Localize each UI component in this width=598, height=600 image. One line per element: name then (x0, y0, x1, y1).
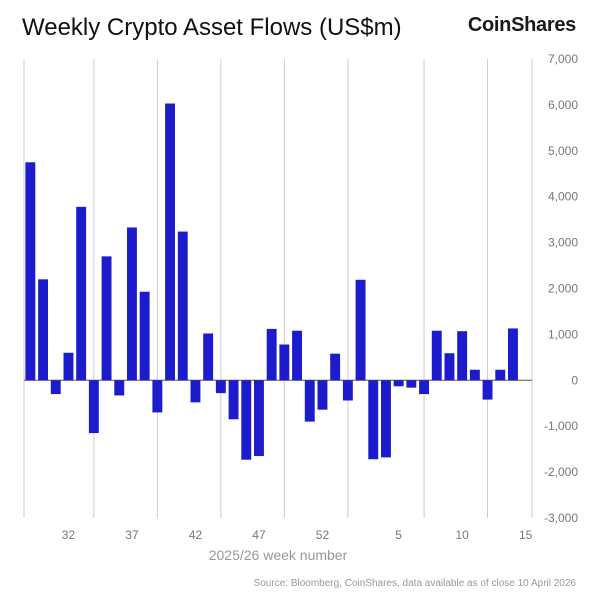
x-tick-label: 47 (252, 528, 266, 542)
y-tick-label: 6,000 (548, 98, 578, 112)
bar (457, 331, 468, 381)
bar (393, 380, 404, 387)
x-tick-label: 42 (189, 528, 203, 542)
x-axis: 32 37 42 47 52 5 10 15 (62, 528, 533, 542)
x-tick-label: 52 (316, 528, 330, 542)
bar (469, 369, 480, 381)
bar (330, 353, 341, 381)
y-tick-label: -2,000 (544, 465, 578, 479)
chart-title: Weekly Crypto Asset Flows (US$m) (22, 14, 402, 41)
bar (152, 380, 163, 413)
bar (381, 380, 391, 458)
bar (508, 328, 518, 381)
bar (228, 380, 239, 420)
y-tick-label: 5,000 (548, 144, 578, 158)
source-note: Source: Bloomberg, CoinShares, data avai… (253, 578, 576, 589)
y-tick-label: 7,000 (548, 52, 578, 66)
bar (304, 380, 315, 422)
y-tick-label: 3,000 (548, 236, 578, 250)
bar (76, 206, 87, 381)
bar (114, 380, 125, 396)
x-tick-label: 10 (455, 528, 469, 542)
bar (215, 380, 226, 394)
y-tick-label: 4,000 (548, 190, 578, 204)
y-tick-label: 2,000 (548, 282, 578, 296)
coinshares-logo: CoinShares (467, 14, 576, 36)
bar (406, 380, 417, 388)
y-tick-label: 1,000 (548, 327, 578, 341)
bar (482, 380, 493, 400)
bar-chart: -3,000 -2,000 -1,000 0 1,000 2,000 3,000 4,000 5… (23, 52, 578, 563)
y-tick-label: 0 (571, 373, 578, 387)
bar (38, 279, 49, 381)
x-tick-label: 32 (62, 528, 76, 542)
bar (368, 380, 379, 460)
bars (25, 103, 518, 460)
bar (50, 380, 61, 395)
bar (203, 333, 214, 381)
x-axis-title: 2025/26 week number (209, 547, 348, 563)
y-tick-label: -3,000 (544, 511, 578, 525)
bar (355, 279, 366, 381)
x-tick-label: 37 (125, 528, 139, 542)
bar (25, 162, 36, 381)
bar (241, 380, 252, 460)
bar (495, 369, 506, 381)
bar (419, 380, 430, 395)
bar (190, 380, 201, 403)
bar (431, 330, 442, 381)
bar (177, 231, 188, 381)
bar (266, 328, 277, 381)
bar (254, 380, 264, 457)
bar (279, 344, 290, 381)
y-tick-label: -1,000 (544, 419, 578, 433)
bar (63, 352, 74, 381)
x-tick-label: 5 (395, 528, 402, 542)
bar (101, 256, 112, 381)
bar (317, 380, 328, 410)
x-tick-label: 15 (519, 528, 533, 542)
bar (127, 227, 137, 381)
bar (165, 103, 176, 381)
bar (342, 380, 353, 401)
bar (139, 291, 150, 381)
bar (292, 330, 303, 381)
y-axis: -3,000 -2,000 -1,000 0 1,000 2,000 3,000 4,000 5… (544, 52, 578, 525)
bar (88, 380, 99, 434)
gridlines (23, 59, 533, 518)
bar (444, 353, 455, 381)
